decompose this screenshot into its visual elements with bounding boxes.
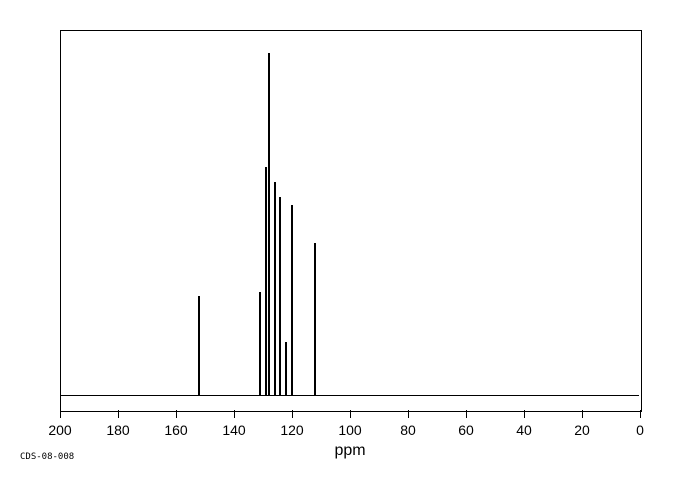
x-tick-label: 20	[574, 422, 590, 438]
peak	[285, 342, 287, 395]
spectrum-chart: ppm CDS-08-008 2001801601401201008060402…	[0, 0, 680, 500]
peak	[268, 53, 270, 395]
x-tick	[60, 410, 61, 418]
x-tick	[582, 410, 583, 418]
sample-id-label: CDS-08-008	[20, 452, 74, 462]
x-tick	[640, 410, 641, 418]
x-tick-label: 40	[516, 422, 532, 438]
x-tick	[176, 410, 177, 418]
x-tick-label: 100	[338, 422, 361, 438]
peak	[279, 197, 281, 395]
x-tick	[408, 410, 409, 418]
x-axis-label: ppm	[334, 442, 365, 460]
peak	[291, 205, 293, 395]
x-tick-label: 80	[400, 422, 416, 438]
x-tick	[524, 410, 525, 418]
peak	[259, 292, 261, 395]
x-tick-label: 140	[222, 422, 245, 438]
peak	[314, 243, 316, 395]
baseline	[61, 395, 639, 396]
x-tick-label: 180	[106, 422, 129, 438]
x-tick	[118, 410, 119, 418]
x-tick	[466, 410, 467, 418]
x-tick	[234, 410, 235, 418]
x-tick-label: 60	[458, 422, 474, 438]
x-tick	[350, 410, 351, 418]
peak	[274, 182, 276, 395]
x-tick	[292, 410, 293, 418]
x-tick-label: 0	[636, 422, 644, 438]
plot-area	[60, 30, 642, 412]
x-tick-label: 200	[48, 422, 71, 438]
peak	[198, 296, 200, 395]
x-tick-label: 120	[280, 422, 303, 438]
peak	[265, 167, 267, 395]
x-tick-label: 160	[164, 422, 187, 438]
